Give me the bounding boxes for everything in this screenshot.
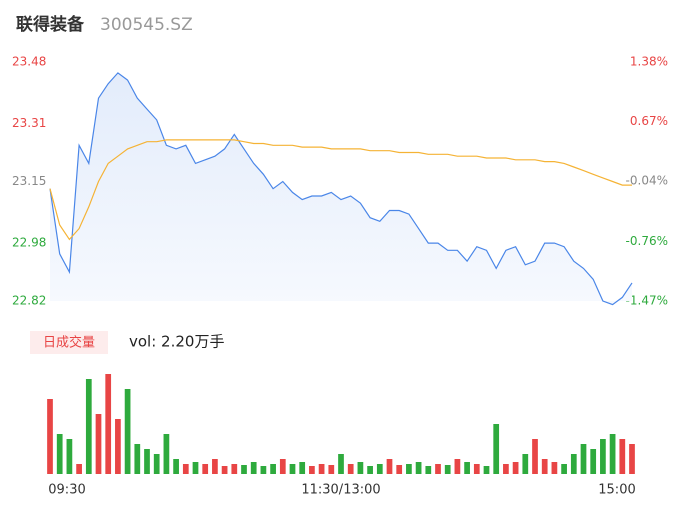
volume-bar: [95, 414, 102, 474]
y-tick-label: 22.82: [12, 294, 46, 308]
volume-bar: [609, 434, 616, 474]
volume-badge: [30, 331, 108, 354]
y-tick-label: 23.15: [12, 174, 46, 188]
volume-bar: [541, 459, 548, 474]
y2-tick-label: -1.47%: [626, 294, 668, 308]
volume-bar: [144, 449, 150, 474]
volume-bar: [473, 464, 480, 474]
volume-bar: [124, 389, 131, 474]
volume-bar: [270, 464, 276, 474]
volume-bar: [299, 462, 306, 474]
x-tick-label: 09:30: [48, 483, 85, 498]
volume-bar: [512, 462, 519, 474]
volume-bar: [561, 464, 567, 474]
volume-bar: [580, 444, 587, 474]
volume-bar: [619, 439, 626, 474]
volume-bar: [115, 419, 121, 474]
volume-bar: [221, 466, 228, 474]
volume-bar: [163, 434, 170, 474]
x-tick-label: 15:00: [598, 483, 635, 498]
volume-bar: [454, 459, 461, 474]
volume-bar: [590, 449, 597, 474]
stock-code: 300545.SZ: [100, 15, 193, 35]
y-tick-label: 23.48: [12, 55, 46, 69]
volume-bar: [66, 439, 73, 474]
volume-bar: [76, 464, 82, 474]
volume-bar: [376, 464, 383, 474]
volume-bar: [367, 466, 373, 474]
y2-tick-label: -0.04%: [626, 174, 668, 188]
volume-bar: [289, 464, 296, 474]
volume-bar: [279, 459, 286, 474]
volume-bar: [309, 466, 315, 474]
y2-tick-label: 1.38%: [630, 55, 668, 69]
volume-bar: [425, 466, 432, 474]
volume-bar: [250, 462, 257, 474]
volume-bar: [56, 434, 63, 474]
line-price: [49, 72, 633, 306]
volume-bar: [338, 454, 344, 474]
volume-bar: [347, 464, 354, 474]
volume-bar: [47, 399, 53, 474]
volume-bar: [318, 464, 325, 474]
volume-bar: [85, 379, 92, 474]
volume-bar: [522, 454, 529, 474]
stock-name: 联得装备: [16, 14, 85, 35]
y-tick-label: 22.98: [12, 236, 46, 250]
volume-bar: [386, 459, 393, 474]
volume-bar: [260, 466, 267, 474]
volume-bar: [105, 374, 112, 474]
volume-bar: [396, 465, 403, 474]
volume-bar: [153, 454, 160, 474]
volume-bar: [231, 464, 238, 474]
volume-total: vol: 2.20万手: [129, 333, 224, 351]
x-tick-label: 11:30/13:00: [301, 483, 380, 498]
volume-bar: [212, 459, 218, 474]
volume-label: 日成交量: [43, 335, 95, 351]
volume-bar: [551, 462, 558, 474]
volume-bar: [570, 454, 577, 474]
volume-bar: [503, 464, 509, 474]
volume-bar: [415, 462, 422, 474]
volume-bar: [328, 465, 335, 474]
volume-bar: [464, 462, 470, 474]
y2-tick-label: -0.76%: [626, 234, 668, 248]
price-area: [50, 72, 632, 305]
volume-bar: [241, 465, 247, 474]
volume-bar: [173, 459, 179, 474]
volume-bar: [629, 444, 635, 474]
volume-bar: [435, 464, 441, 474]
volume-bar: [202, 464, 209, 474]
volume-bar: [182, 464, 189, 474]
y2-tick-label: 0.67%: [630, 114, 668, 128]
volume-bar: [406, 464, 412, 474]
volume-bar: [532, 439, 538, 474]
volume-bar: [483, 466, 490, 474]
volume-bar: [444, 465, 451, 474]
line-average: [49, 139, 632, 241]
y-tick-label: 23.31: [12, 116, 46, 130]
volume-bar: [134, 444, 141, 474]
volume-bar: [600, 439, 606, 474]
volume-bar: [192, 462, 199, 474]
volume-bar: [357, 462, 364, 474]
volume-bar: [493, 424, 500, 474]
